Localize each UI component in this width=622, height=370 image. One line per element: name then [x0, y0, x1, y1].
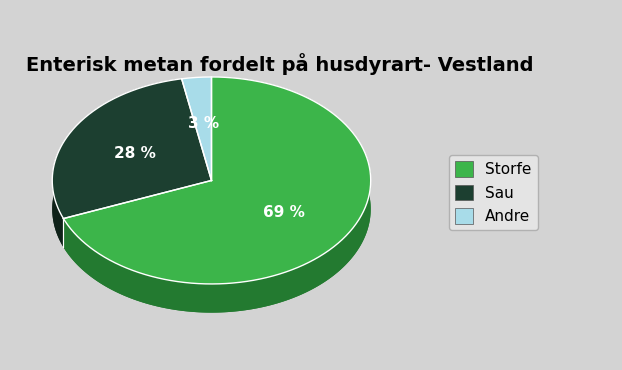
Legend: Storfe, Sau, Andre: Storfe, Sau, Andre	[448, 155, 537, 230]
Polygon shape	[52, 79, 182, 247]
Polygon shape	[182, 77, 211, 107]
Text: Enterisk metan fordelt på husdyrart- Vestland: Enterisk metan fordelt på husdyrart- Ves…	[27, 53, 534, 75]
Text: 69 %: 69 %	[263, 205, 305, 220]
Polygon shape	[63, 77, 371, 284]
Text: 3 %: 3 %	[188, 116, 219, 131]
Text: 28 %: 28 %	[114, 145, 156, 161]
Polygon shape	[52, 79, 211, 219]
Polygon shape	[52, 79, 182, 247]
Polygon shape	[63, 77, 371, 313]
Polygon shape	[63, 77, 371, 313]
Polygon shape	[182, 77, 211, 181]
